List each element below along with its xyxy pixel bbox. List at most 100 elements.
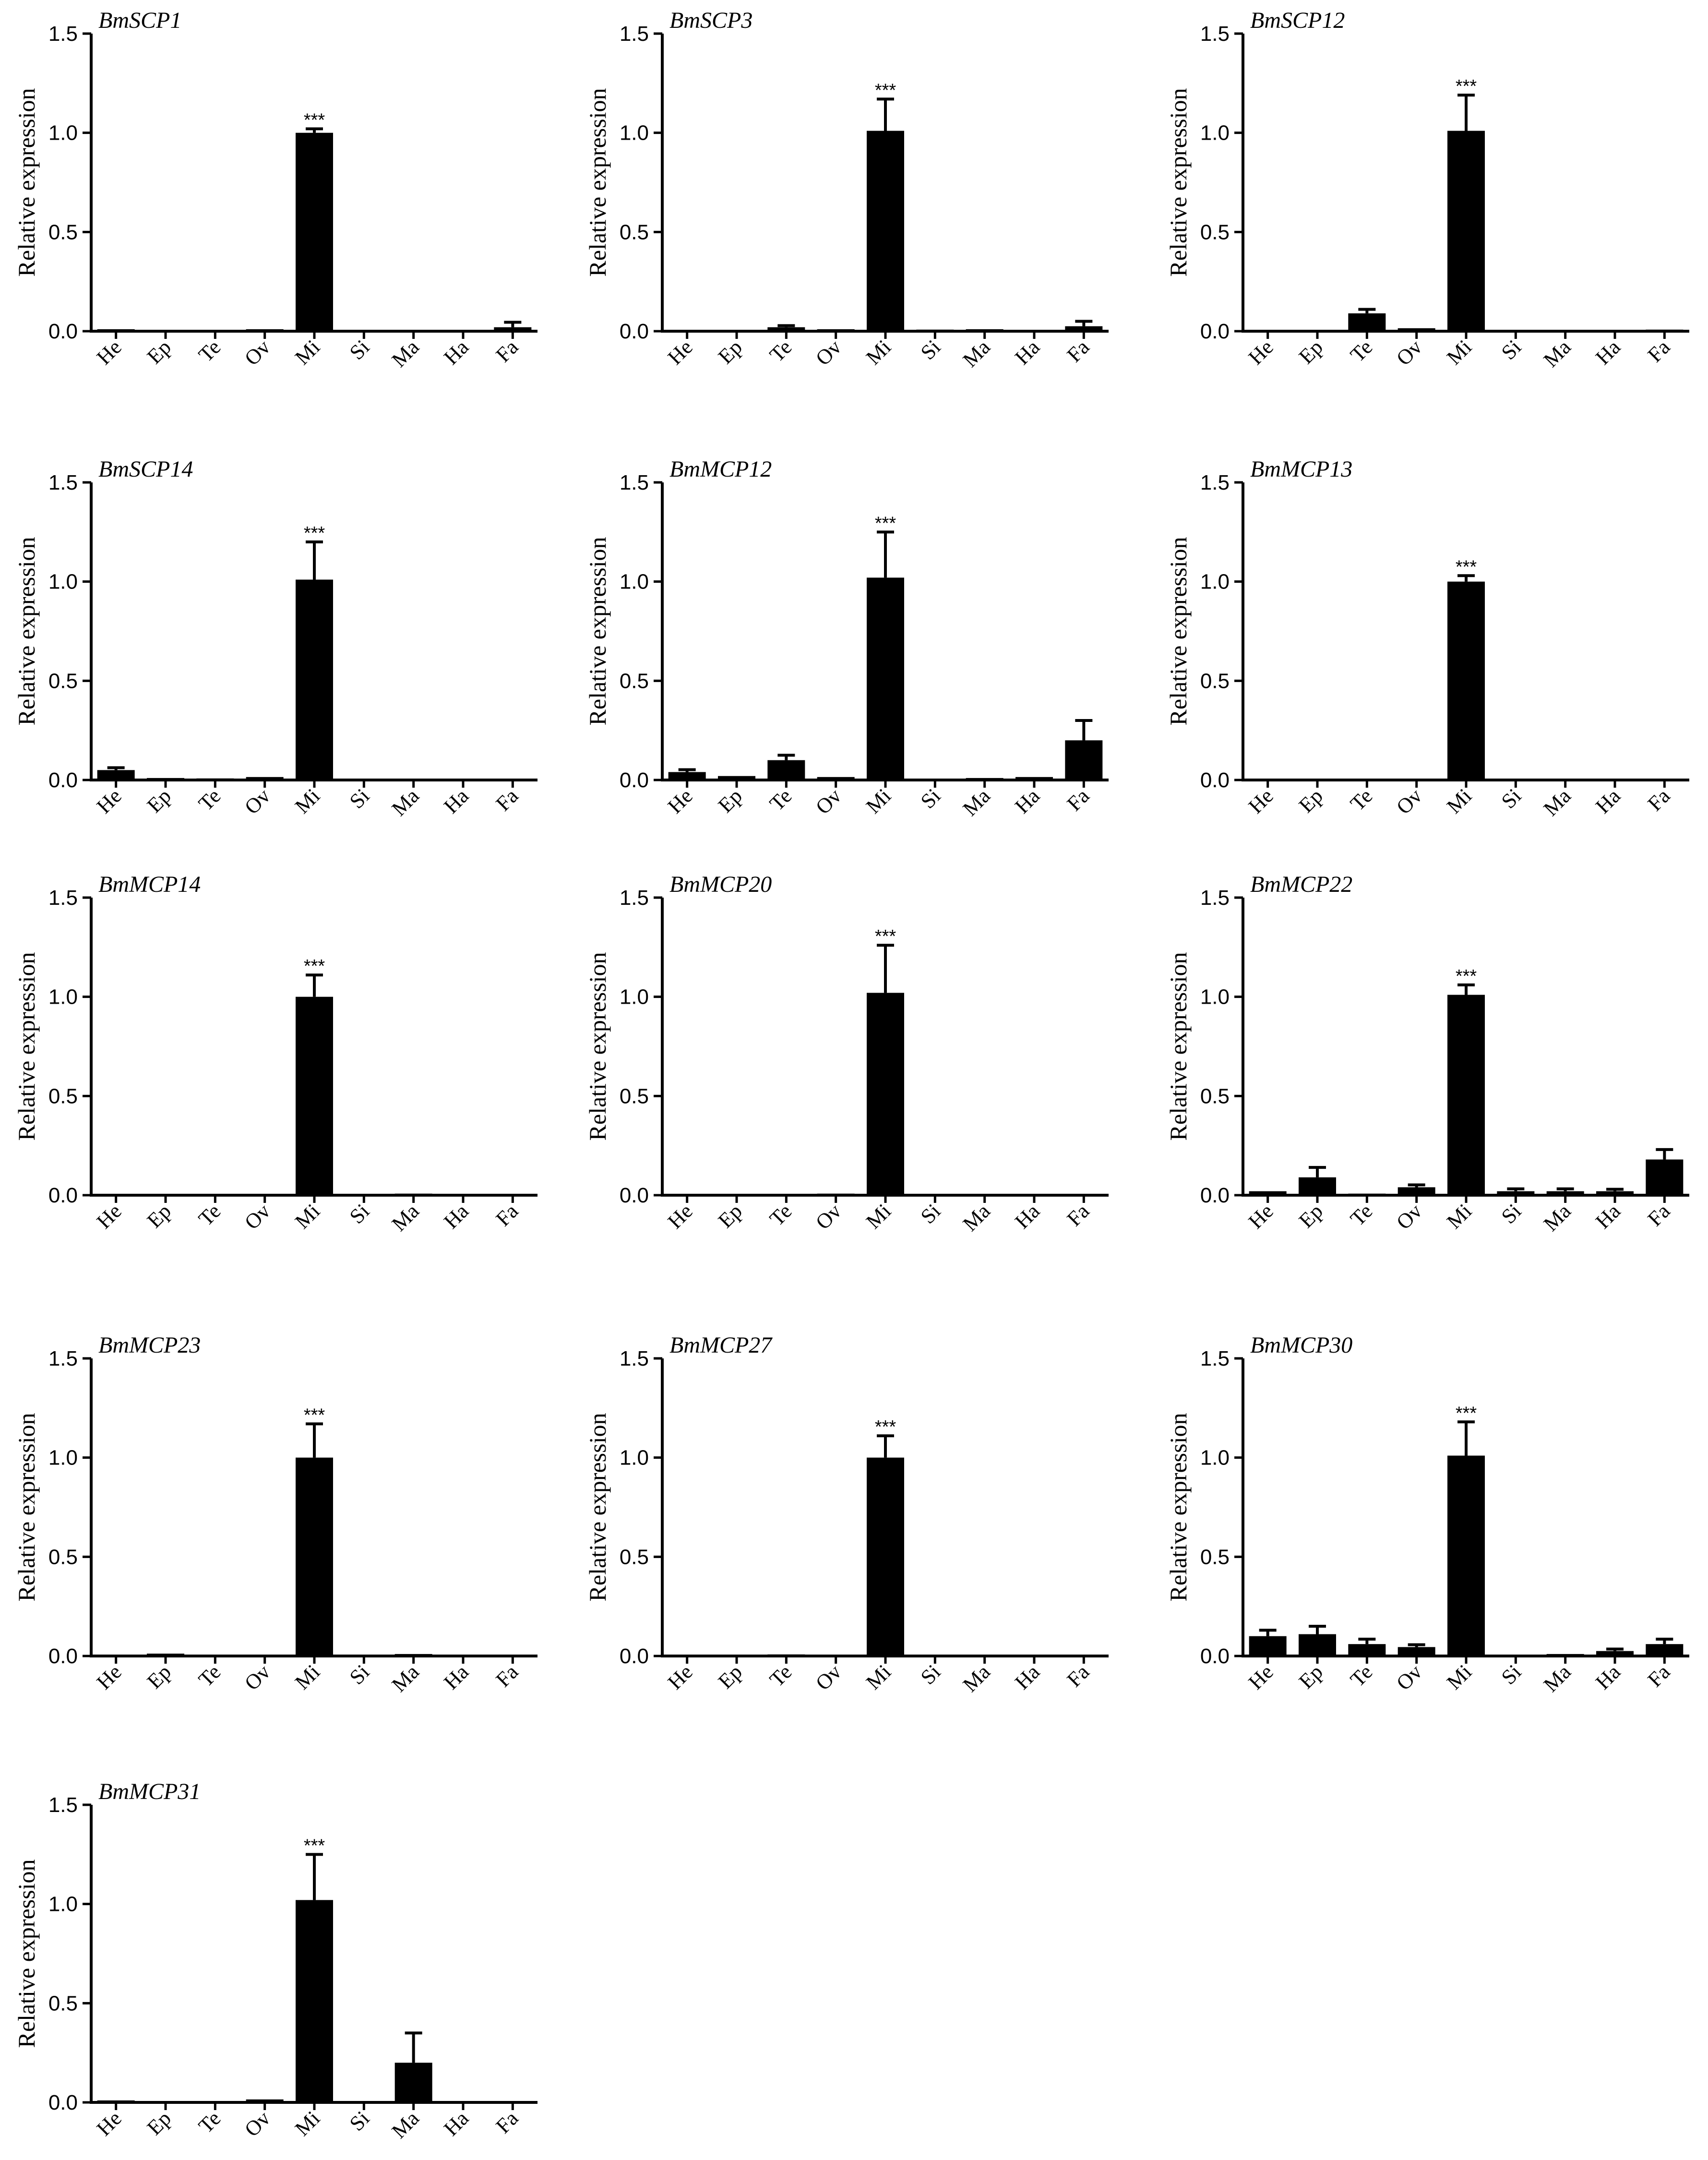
bar bbox=[1596, 1651, 1634, 1656]
bar bbox=[296, 996, 333, 1195]
x-tick-label: Ha bbox=[1591, 1199, 1625, 1233]
x-tick-label: Ha bbox=[1010, 784, 1044, 818]
bar bbox=[196, 330, 234, 331]
bar bbox=[867, 577, 904, 780]
bar bbox=[444, 2101, 482, 2102]
bar bbox=[1299, 1177, 1336, 1195]
x-tick-label: Si bbox=[1497, 784, 1526, 813]
y-tick-label: 0.0 bbox=[620, 768, 649, 792]
bar bbox=[668, 1655, 706, 1656]
y-axis-label: Relative expression bbox=[584, 952, 611, 1141]
y-tick-label: 0.5 bbox=[1200, 1084, 1230, 1108]
bar bbox=[345, 779, 383, 780]
bar bbox=[718, 1655, 755, 1656]
bar bbox=[817, 1193, 855, 1195]
x-tick-label: Ha bbox=[1010, 1660, 1044, 1694]
bar bbox=[767, 1194, 805, 1195]
y-axis-label: Relative expression bbox=[1165, 1413, 1192, 1602]
bar bbox=[246, 2099, 284, 2102]
chart-title: BmMCP30 bbox=[1250, 1332, 1352, 1358]
x-tick-label: He bbox=[663, 1199, 697, 1233]
x-tick-label: Fa bbox=[491, 784, 523, 816]
significance-marker: *** bbox=[304, 1836, 325, 1856]
x-tick-label: He bbox=[92, 1660, 126, 1694]
bar bbox=[246, 777, 284, 780]
x-tick-label: Mi bbox=[290, 2106, 324, 2140]
x-tick-label: Ov bbox=[811, 784, 846, 819]
x-tick-label: Si bbox=[345, 1199, 374, 1228]
bar bbox=[1065, 740, 1103, 780]
bar bbox=[147, 330, 184, 331]
bar bbox=[767, 327, 805, 331]
x-tick-label: Ma bbox=[958, 784, 995, 820]
significance-marker: *** bbox=[304, 1405, 325, 1425]
x-tick-label: Mi bbox=[290, 335, 324, 369]
x-tick-label: He bbox=[1244, 1660, 1278, 1694]
x-tick-label: Ov bbox=[1392, 1660, 1427, 1695]
bar bbox=[296, 1457, 333, 1656]
x-tick-label: Ma bbox=[387, 335, 424, 372]
y-tick-label: 1.0 bbox=[48, 121, 78, 145]
x-tick-label: Ha bbox=[439, 784, 473, 818]
x-tick-label: He bbox=[663, 784, 697, 818]
y-tick-label: 1.0 bbox=[620, 1446, 649, 1470]
y-tick-label: 0.0 bbox=[1200, 1644, 1230, 1668]
bar bbox=[1299, 1634, 1336, 1656]
y-tick-label: 1.5 bbox=[1200, 22, 1230, 46]
bar bbox=[494, 2101, 532, 2102]
x-tick-label: Si bbox=[1497, 1660, 1526, 1689]
y-tick-label: 0.5 bbox=[620, 220, 649, 244]
x-tick-label: Ov bbox=[811, 335, 846, 370]
x-tick-label: Ha bbox=[439, 335, 473, 369]
y-tick-label: 0.5 bbox=[48, 220, 78, 244]
x-tick-label: Ha bbox=[1010, 1199, 1044, 1233]
x-tick-label: Ep bbox=[714, 1199, 747, 1232]
x-tick-label: Te bbox=[765, 335, 796, 366]
significance-marker: *** bbox=[875, 926, 896, 947]
bar bbox=[767, 760, 805, 780]
x-tick-label: Ma bbox=[387, 784, 424, 820]
x-tick-label: Fa bbox=[491, 335, 523, 367]
bar bbox=[718, 330, 755, 331]
bar bbox=[1348, 1644, 1386, 1656]
y-tick-label: 1.0 bbox=[48, 570, 78, 594]
significance-marker: *** bbox=[875, 80, 896, 100]
x-tick-label: Si bbox=[916, 1660, 945, 1689]
y-tick-label: 0.5 bbox=[620, 669, 649, 693]
x-tick-label: Mi bbox=[1442, 1660, 1476, 1694]
chart-title: BmMCP20 bbox=[669, 872, 772, 897]
x-tick-label: Si bbox=[345, 335, 374, 364]
x-tick-label: Ov bbox=[240, 784, 275, 819]
x-tick-label: Ma bbox=[387, 2106, 424, 2143]
y-tick-label: 0.5 bbox=[48, 1992, 78, 2015]
bar bbox=[1015, 777, 1053, 780]
x-tick-label: Ov bbox=[240, 2106, 275, 2141]
chart-panel-bmmcp23: BmMCP23 Relative expression 0.0 0.5 1.0 1.5 He… bbox=[10, 1330, 537, 1714]
chart-title: BmMCP14 bbox=[98, 872, 201, 897]
y-tick-label: 0.0 bbox=[48, 768, 78, 792]
bar bbox=[1397, 1187, 1435, 1195]
x-tick-label: Ma bbox=[387, 1660, 424, 1696]
bar bbox=[1646, 1159, 1684, 1195]
bar bbox=[494, 1655, 532, 1656]
y-tick-label: 0.0 bbox=[620, 1644, 649, 1668]
bar bbox=[97, 1194, 135, 1195]
bar bbox=[1249, 779, 1287, 780]
bar bbox=[196, 1194, 234, 1195]
bar bbox=[394, 779, 432, 780]
x-tick-label: Si bbox=[1497, 1199, 1526, 1228]
x-tick-label: Te bbox=[1346, 1660, 1377, 1691]
x-tick-label: Ha bbox=[1591, 1660, 1625, 1694]
x-tick-label: Fa bbox=[1643, 784, 1675, 816]
x-tick-label: Ha bbox=[1591, 335, 1625, 369]
chart-title: BmMCP22 bbox=[1250, 872, 1352, 897]
x-tick-label: Fa bbox=[491, 1660, 523, 1692]
y-tick-label: 1.5 bbox=[1200, 471, 1230, 494]
x-tick-label: Ep bbox=[714, 1660, 747, 1693]
x-tick-label: Ma bbox=[1539, 1199, 1576, 1236]
bar bbox=[1546, 1654, 1584, 1656]
x-tick-label: Ep bbox=[1294, 1199, 1327, 1232]
bar bbox=[97, 329, 135, 331]
bar bbox=[1646, 329, 1684, 331]
bar bbox=[147, 1194, 184, 1195]
